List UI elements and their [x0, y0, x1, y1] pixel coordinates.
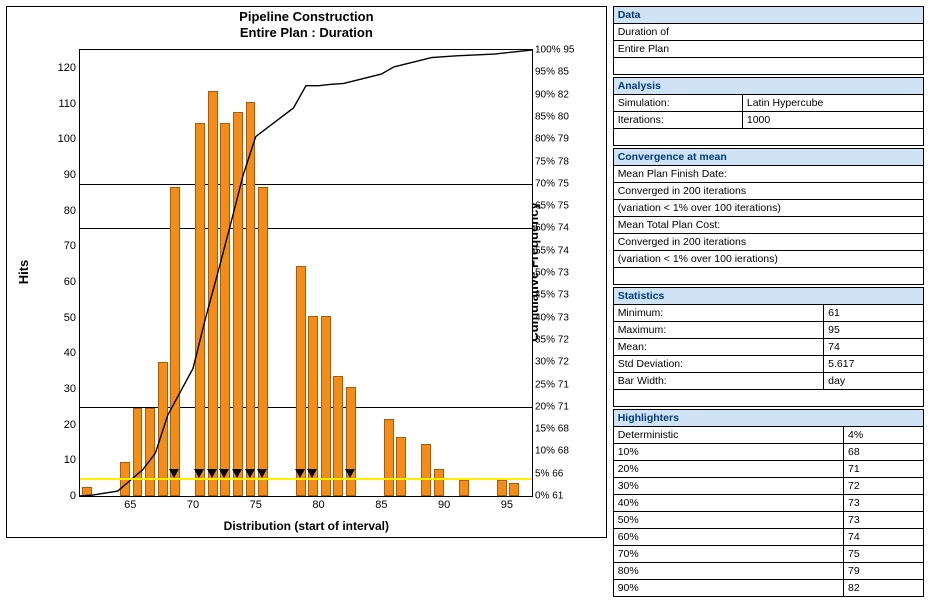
statistics-header: Statistics	[613, 288, 923, 305]
statistics-table: Statistics Minimum:61 Maximum:95 Mean:74…	[613, 287, 924, 407]
y-left-tick: 30	[64, 383, 76, 395]
x-axis-label: Distribution (start of interval)	[7, 519, 606, 533]
y-right-tick: 10% 68	[535, 446, 569, 457]
chart-title: Pipeline Construction Entire Plan : Dura…	[7, 9, 606, 42]
y-left-tick: 60	[64, 276, 76, 288]
histogram-bar	[509, 483, 519, 496]
y-left-tick: 50	[64, 312, 76, 324]
convergence-table: Convergence at mean Mean Plan Finish Dat…	[613, 148, 924, 285]
data-table: Data Duration of Entire Plan	[613, 6, 924, 75]
data-row	[613, 58, 923, 75]
y-left-tick: 40	[64, 347, 76, 359]
y-right-tick: 90% 82	[535, 89, 569, 100]
x-tick: 65	[124, 499, 136, 511]
y-left-tick: 10	[64, 454, 76, 466]
highlighter-marker	[232, 469, 242, 478]
data-row: Entire Plan	[613, 41, 923, 58]
histogram-bar	[459, 480, 469, 496]
histogram-bar	[220, 123, 230, 496]
histogram-bar	[133, 408, 143, 496]
y-left-tick: 70	[64, 240, 76, 252]
highlighter-marker	[257, 469, 267, 478]
histogram-chart: Pipeline Construction Entire Plan : Dura…	[6, 6, 607, 538]
histogram-bar	[333, 376, 343, 496]
y-right-tick: 15% 68	[535, 424, 569, 435]
plot-region: 0102030405060708090100110120657075808590…	[79, 49, 533, 497]
highlighter-marker	[245, 469, 255, 478]
y-right-tick: 0% 61	[535, 491, 563, 502]
y-right-tick: 55% 74	[535, 245, 569, 256]
y-right-tick: 45% 73	[535, 290, 569, 301]
y-left-tick: 80	[64, 205, 76, 217]
histogram-bar	[296, 266, 306, 496]
histogram-bar	[346, 387, 356, 496]
histogram-bar	[120, 462, 130, 496]
histogram-bar	[233, 112, 243, 496]
y-axis-left-label: Hits	[16, 260, 31, 285]
y-right-tick: 65% 75	[535, 201, 569, 212]
highlighter-marker	[194, 469, 204, 478]
y-right-tick: 70% 75	[535, 178, 569, 189]
info-panel: Data Duration of Entire Plan Analysis Si…	[613, 6, 924, 599]
y-right-tick: 35% 72	[535, 334, 569, 345]
highlighter-marker	[219, 469, 229, 478]
x-tick: 75	[250, 499, 262, 511]
histogram-bar	[170, 187, 180, 496]
highlighter-marker	[295, 469, 305, 478]
y-left-tick: 0	[70, 490, 76, 502]
y-right-tick: 50% 73	[535, 268, 569, 279]
histogram-bar	[384, 419, 394, 496]
y-right-tick: 30% 72	[535, 357, 569, 368]
analysis-header: Analysis	[613, 78, 923, 95]
highlighter-marker	[345, 469, 355, 478]
y-left-tick: 110	[58, 98, 76, 110]
y-right-tick: 85% 80	[535, 111, 569, 122]
reference-line	[80, 228, 532, 229]
y-right-tick: 80% 79	[535, 134, 569, 145]
x-tick: 70	[187, 499, 199, 511]
histogram-bar	[396, 437, 406, 496]
x-tick: 85	[375, 499, 387, 511]
y-right-tick: 25% 71	[535, 379, 569, 390]
histogram-bar	[195, 123, 205, 496]
y-right-tick: 60% 74	[535, 223, 569, 234]
highlighters-header: Highlighters	[613, 410, 923, 427]
histogram-bar	[321, 316, 331, 496]
y-right-tick: 20% 71	[535, 401, 569, 412]
histogram-bar	[421, 444, 431, 496]
x-tick: 95	[501, 499, 513, 511]
data-row: Duration of	[613, 24, 923, 41]
histogram-bar	[497, 480, 507, 496]
y-left-tick: 120	[58, 62, 76, 74]
reference-line	[80, 184, 532, 185]
highlighter-marker	[307, 469, 317, 478]
y-left-tick: 100	[58, 133, 76, 145]
histogram-bar	[246, 102, 256, 496]
x-tick: 80	[312, 499, 324, 511]
convergence-header: Convergence at mean	[613, 149, 923, 166]
highlighter-marker	[169, 469, 179, 478]
y-left-tick: 20	[64, 419, 76, 431]
histogram-bar	[208, 91, 218, 496]
histogram-bar	[82, 487, 92, 496]
y-right-tick: 75% 78	[535, 156, 569, 167]
histogram-bar	[258, 187, 268, 496]
y-right-tick: 95% 85	[535, 67, 569, 78]
x-tick: 90	[438, 499, 450, 511]
y-right-tick: 40% 73	[535, 312, 569, 323]
analysis-table: Analysis Simulation:Latin Hypercube Iter…	[613, 77, 924, 146]
histogram-bar	[145, 408, 155, 496]
data-header: Data	[613, 7, 923, 24]
y-right-tick: 100% 95	[535, 45, 574, 56]
y-left-tick: 90	[64, 169, 76, 181]
histogram-bar	[434, 469, 444, 496]
histogram-bar	[158, 362, 168, 496]
y-right-tick: 5% 66	[535, 468, 563, 479]
highlighters-table: Highlighters Deterministic4% 10%68 20%71…	[613, 409, 924, 597]
highlighter-marker	[207, 469, 217, 478]
